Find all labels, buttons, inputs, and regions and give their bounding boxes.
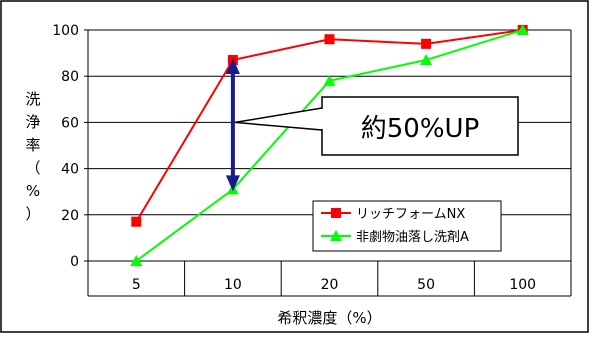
y-tick-label: 80 bbox=[61, 69, 79, 85]
series-layer bbox=[130, 24, 529, 266]
x-tick-label: 50 bbox=[417, 277, 435, 293]
axis-layer: 0 20 40 60 80 100 5 10 20 50 100 希釈濃度（%） 洗浄率（%） bbox=[25, 23, 572, 327]
x-axis-label: 希釈濃度（%） bbox=[277, 309, 381, 327]
annotation-layer: 約50%UP bbox=[225, 58, 519, 192]
y-tick-label: 60 bbox=[61, 115, 79, 131]
x-tick-label: 5 bbox=[132, 277, 141, 293]
series-2-point bbox=[516, 24, 529, 35]
x-tick-label: 100 bbox=[509, 277, 536, 293]
legend-marker-1 bbox=[331, 208, 341, 218]
legend-label-2: 非劇物油落し洗剤A bbox=[356, 229, 469, 245]
annotation-arrow-head-down bbox=[225, 175, 240, 192]
series-2-point bbox=[130, 255, 143, 266]
legend-layer: リッチフォームNX 非劇物油落し洗剤A bbox=[312, 200, 502, 252]
y-tick-label: 0 bbox=[70, 254, 79, 270]
series-2-point bbox=[420, 54, 433, 66]
y-tick-label: 20 bbox=[61, 208, 79, 224]
x-tick-label: 20 bbox=[321, 277, 339, 293]
annotation-arrow-head-up bbox=[225, 58, 240, 75]
series-1-point bbox=[324, 34, 335, 45]
series-2-point bbox=[323, 74, 336, 86]
chart-border bbox=[0, 0, 589, 333]
y-tick-label: 40 bbox=[61, 162, 79, 178]
series-1-point bbox=[131, 216, 142, 227]
legend-box bbox=[312, 200, 502, 252]
annotation-text: 約50%UP bbox=[361, 114, 480, 144]
y-tick-label: 100 bbox=[52, 23, 79, 39]
y-axis-label: 洗浄率（%） bbox=[25, 90, 40, 223]
legend-label-1: リッチフォームNX bbox=[356, 207, 465, 222]
x-tick-label: 10 bbox=[224, 277, 242, 293]
series-1-point bbox=[421, 38, 432, 49]
legend-marker-2 bbox=[330, 230, 342, 241]
